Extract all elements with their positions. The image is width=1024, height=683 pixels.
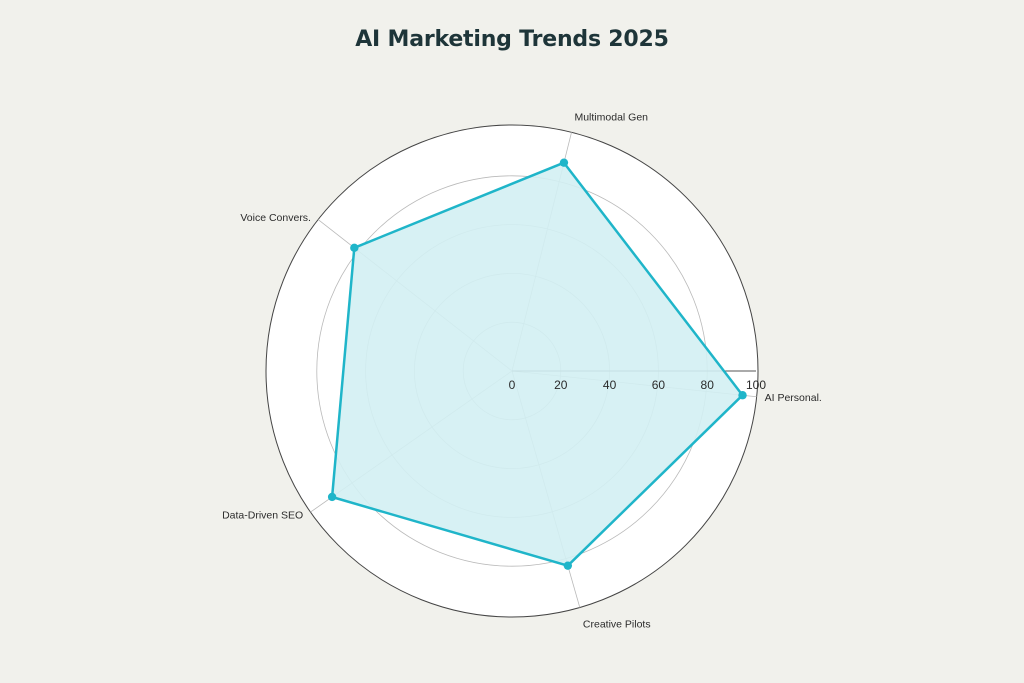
radial-tick-label: 20 <box>554 378 568 392</box>
category-label: Multimodal Gen <box>574 111 648 123</box>
series-line <box>330 161 744 567</box>
radial-tick-label: 0 <box>509 378 516 392</box>
data-point-1 <box>738 391 747 400</box>
chart-title: AI Marketing Trends 2025 <box>355 27 669 52</box>
data-point-4 <box>327 492 337 502</box>
radial-tick-label: 80 <box>701 378 715 392</box>
radial-tick-label: 60 <box>652 378 666 392</box>
data-point-5 <box>563 561 573 570</box>
category-label: Voice Convers. <box>240 212 311 224</box>
radial-tick-label: 100 <box>746 378 766 392</box>
radial-tick-label: 40 <box>603 378 617 392</box>
category-label: AI Personal. <box>765 392 822 404</box>
data-point-2 <box>559 158 569 167</box>
category-label: Creative Pilots <box>583 618 651 630</box>
data-point-3 <box>350 243 359 253</box>
category-label: Data-Driven SEO <box>222 509 303 521</box>
